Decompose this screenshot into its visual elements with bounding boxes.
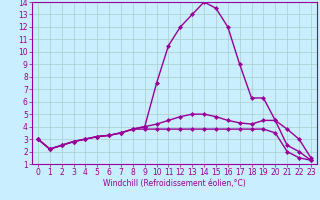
X-axis label: Windchill (Refroidissement éolien,°C): Windchill (Refroidissement éolien,°C)	[103, 179, 246, 188]
